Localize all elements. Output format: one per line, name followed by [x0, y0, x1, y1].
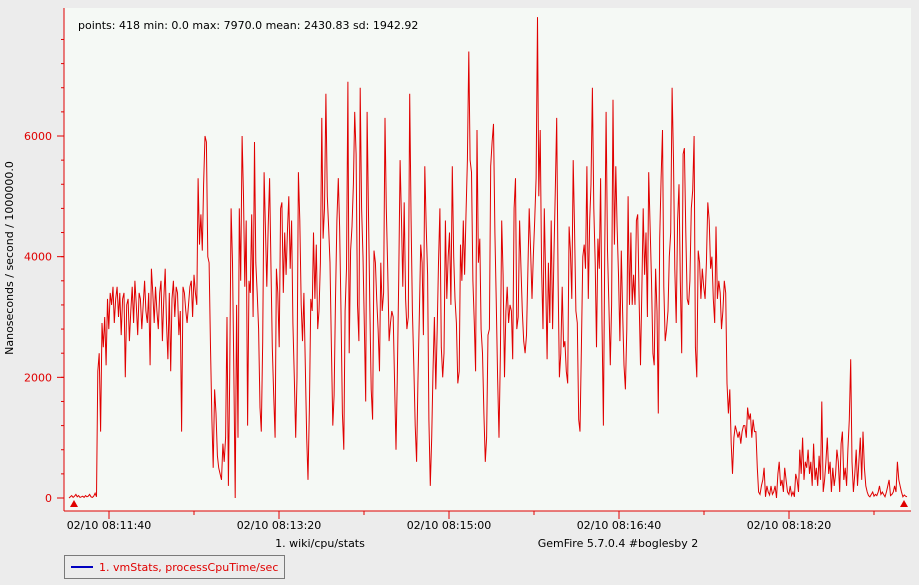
x-axis-label-version: GemFire 5.7.0.4 #boglesby 2	[538, 537, 699, 550]
y-tick-label: 6000	[24, 130, 52, 143]
legend[interactable]: 1. vmStats, processCpuTime/sec	[64, 555, 286, 579]
range-marker-left-icon[interactable]	[70, 500, 78, 507]
y-tick-label: 2000	[24, 371, 52, 384]
x-tick-label: 02/10 08:15:00	[407, 519, 492, 532]
x-tick-label: 02/10 08:11:40	[67, 519, 152, 532]
x-tick-label: 02/10 08:16:40	[577, 519, 662, 532]
x-tick-label: 02/10 08:18:20	[747, 519, 832, 532]
x-axis-label-source: 1. wiki/cpu/stats	[275, 537, 365, 550]
plot-area	[64, 8, 911, 511]
x-tick-label: 02/10 08:13:20	[237, 519, 322, 532]
axes-layer: 0 2000 4000 6000 02/10 08:11:40 02/10 08:13:2…	[24, 8, 911, 532]
series-line-processCpuTime	[68, 17, 908, 499]
stats-summary: points: 418 min: 0.0 max: 7970.0 mean: 2…	[78, 19, 418, 32]
y-axis-label: Nanoseconds / second / 1000000.0	[3, 161, 16, 355]
legend-label: 1. vmStats, processCpuTime/sec	[99, 560, 279, 574]
legend-swatch	[71, 566, 93, 568]
range-marker-right-icon[interactable]	[900, 500, 908, 507]
y-tick-label: 0	[45, 492, 52, 505]
y-tick-label: 4000	[24, 251, 52, 264]
